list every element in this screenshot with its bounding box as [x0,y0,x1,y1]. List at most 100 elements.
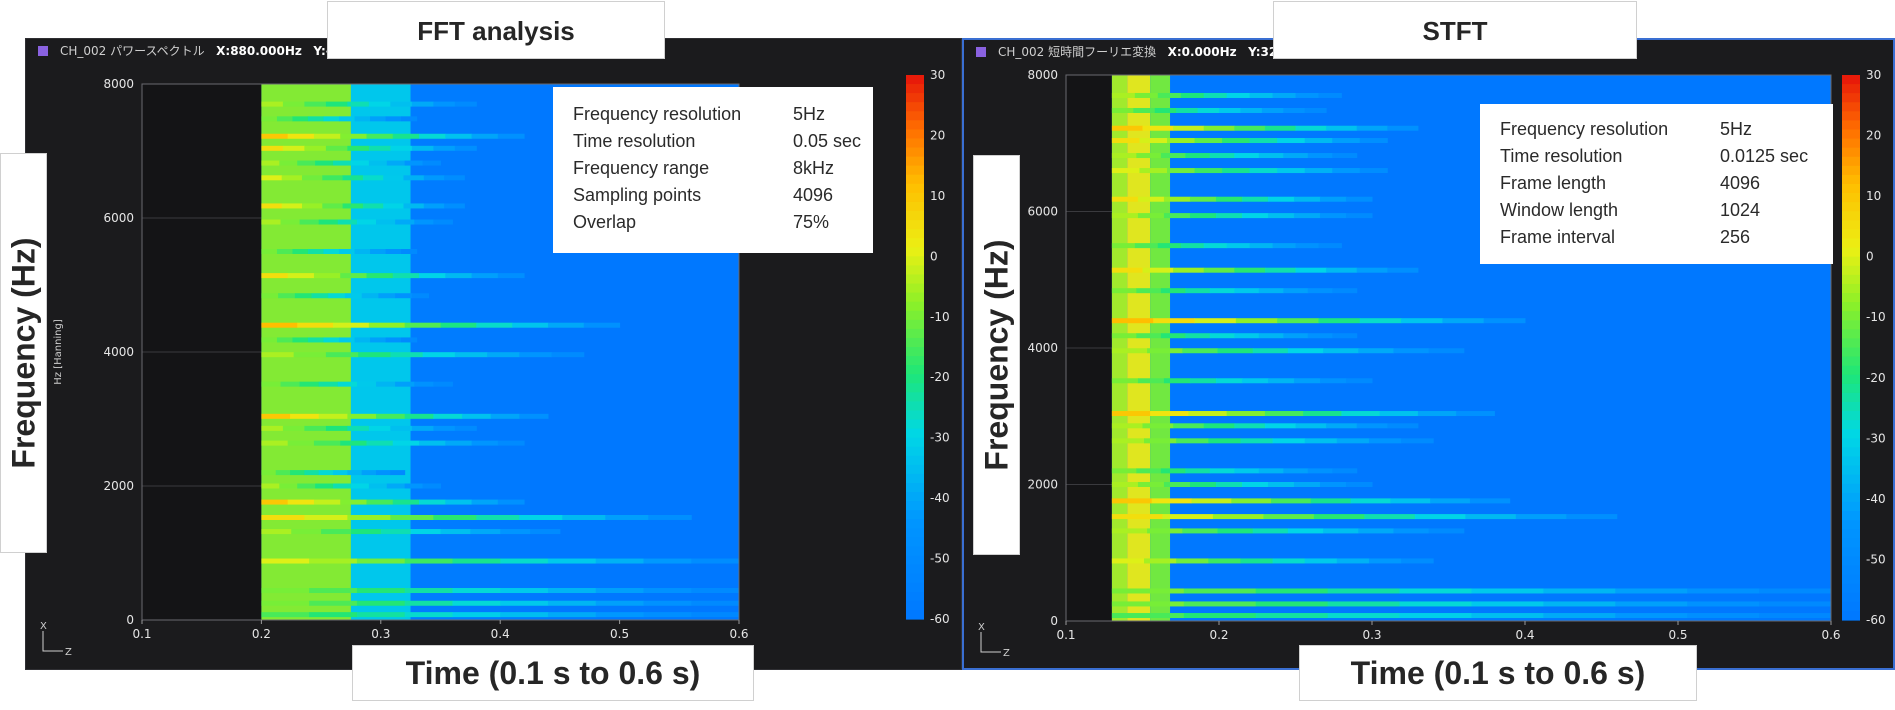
harmonic-band [325,101,348,107]
harmonic-band [454,352,488,358]
harmonic-band [1543,588,1616,594]
harmonic-band [1137,213,1165,219]
harmonic-band [340,133,367,139]
harmonic-band [1203,423,1235,429]
colorbar-segment [906,473,924,484]
harmonic-band [1188,411,1228,417]
harmonic-band [354,337,371,343]
colorbar-segment [1842,556,1860,567]
colorbar-segment [906,492,924,502]
colorbar-segment [1842,438,1860,449]
colorbar-segment [1842,156,1860,167]
x-tick-label: 0.2 [1209,628,1228,642]
harmonic-band [1197,107,1220,113]
colorbar-segment [906,283,924,294]
harmonic-band [1401,318,1443,324]
colorbar-segment [1842,193,1860,203]
colorbar-segment [906,247,924,257]
harmonic-band [643,612,692,618]
info-label: Frequency range [573,158,710,178]
harmonic-band [1368,438,1402,444]
harmonic-band [1162,514,1214,520]
colorbar-segment [906,337,924,348]
colorbar-segment [906,528,924,538]
harmonic-band [287,440,315,446]
harmonic-band [390,101,413,107]
harmonic-band [347,101,370,107]
harmonic-band [1345,213,1373,219]
harmonic-band [321,529,352,535]
harmonic-band [340,440,367,446]
harmonic-band [1111,588,1185,594]
harmonic-band [1271,498,1312,504]
harmonic-band [1111,196,1139,202]
colorbar-segment [906,310,924,321]
harmonic-band [419,440,446,446]
harmonic-band [445,440,473,446]
harmonic-band [1150,411,1189,417]
colorbar-tick-label: -40 [930,491,950,505]
plot-frame [141,83,740,621]
harmonic-band [1111,514,1163,520]
harmonic-band [1212,514,1264,520]
harmonic-band [470,529,501,535]
harmonic-band [1157,92,1182,98]
harmonic-band [1295,125,1327,131]
colorbar-segment [1842,547,1860,558]
harmonic-band [261,160,280,166]
harmonic-band [547,600,597,606]
colorbar-segment [1842,147,1860,158]
info-row: Frequency range 8kHz [573,158,834,179]
colorbar-segment [1842,610,1860,621]
info-value: 5Hz [1720,119,1753,139]
x-tick-label: 0.1 [132,627,151,641]
harmonic-band [1209,333,1235,339]
harmonic-band [1249,168,1278,174]
colorbar-segment [1842,411,1860,421]
harmonic-band [282,145,305,151]
harmonic-band [315,160,334,166]
harmonic-band [1304,107,1327,113]
harmonic-band [1399,601,1472,607]
colorbar-segment [1842,93,1860,103]
harmonic-band [392,499,420,505]
harmonic-band [1267,378,1295,384]
colorbar-segment [906,537,924,548]
harmonic-band [414,381,434,387]
harmonic-band [1154,107,1177,113]
harmonic-band [1194,138,1223,144]
harmonic-band [261,425,284,431]
harmonic-band [261,612,310,618]
harmonic-band [1303,411,1342,417]
colorbar-segment [1842,392,1860,403]
harmonic-band [1615,601,1688,607]
harmonic-band [309,588,358,594]
harmonic-band [315,483,334,489]
colorbar-segment [1842,138,1860,149]
harmonic-band [366,499,394,505]
harmonic-band [1336,558,1370,564]
info-row: Overlap 75% [573,212,829,233]
harmonic-band [261,470,277,476]
stft-titlebar: CH_002 短時間フーリエ変換 X:0.000Hz Y:32 [964,40,1893,64]
axis-orientation-icon: X [978,622,985,633]
harmonic-band [1471,588,1544,594]
harmonic-band [337,381,358,387]
stft-y-axis-label: Frequency (Hz) [973,155,1020,555]
harmonic-band [1183,601,1257,607]
harmonic-band [1358,528,1394,534]
y-tick-label: 4000 [1027,341,1058,355]
colorbar-tick-label: 30 [930,68,945,82]
harmonic-band [444,203,465,209]
harmonic-band [339,116,356,122]
harmonic-band [261,337,278,343]
harmonic-band [368,425,391,431]
harmonic-band [1142,423,1174,429]
colorbar-tick-label: -60 [930,612,950,626]
harmonic-band [547,612,597,618]
colorbar-segment [1842,347,1860,358]
harmonic-band [1293,213,1321,219]
harmonic-band [385,337,402,343]
harmonic-band [1176,558,1209,564]
harmonic-band [290,413,320,419]
